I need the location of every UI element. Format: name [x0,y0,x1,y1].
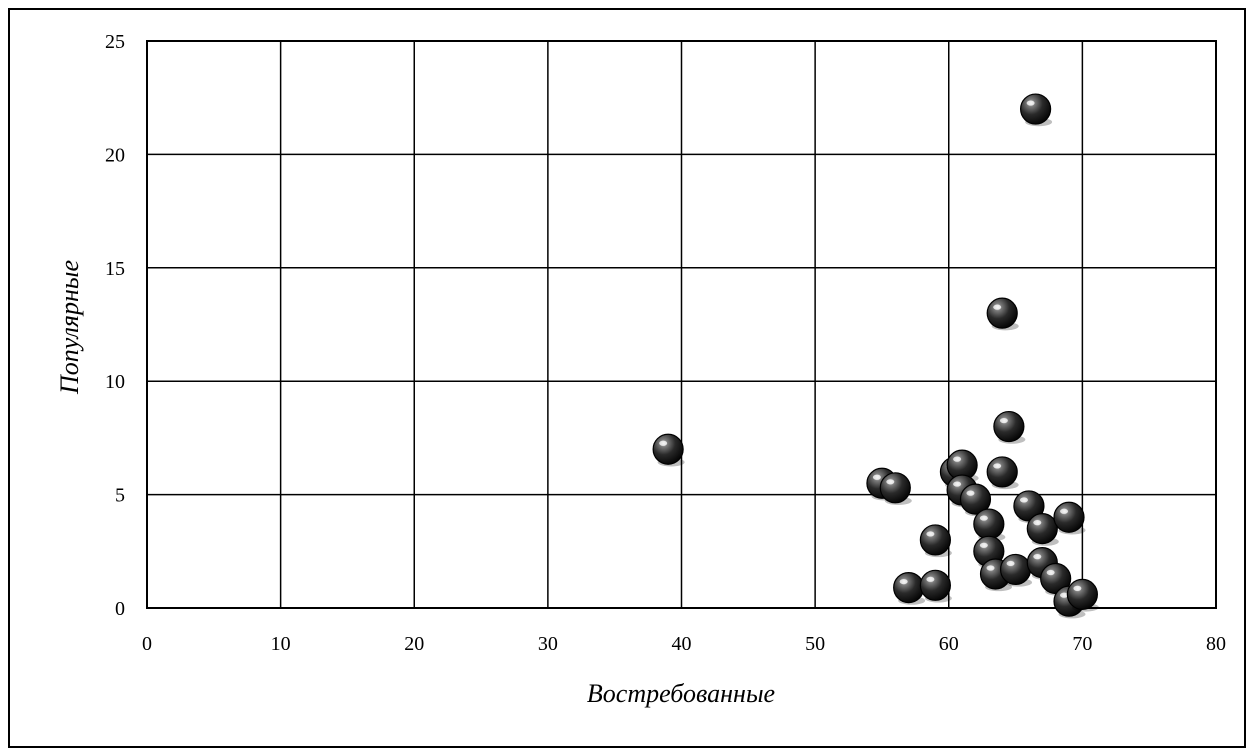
point-highlight [1046,569,1055,576]
data-points [652,93,1099,619]
point-marker [1020,93,1052,125]
point-highlight [979,542,988,548]
point-highlight [872,474,881,480]
plot-area-border [146,40,1217,609]
point-highlight [999,417,1008,424]
y-tick-label: 0 [115,598,125,620]
point-marker [986,297,1018,329]
scatter-point [993,410,1026,444]
scatter-point [879,472,912,505]
axes [146,40,1217,609]
point-highlight [1006,560,1015,567]
y-tick-label: 20 [105,144,125,166]
point-highlight [993,304,1002,310]
point-highlight [1060,508,1069,514]
point-marker [919,569,951,601]
y-tick-label: 10 [105,371,125,393]
scatter-point [986,456,1019,490]
y-tick-label: 15 [105,258,125,280]
x-tick-label: 40 [672,633,692,655]
point-highlight [926,531,935,537]
scatter-point [1053,501,1086,535]
point-highlight [953,456,962,462]
scatter-point [999,553,1033,587]
point-highlight [1033,554,1042,560]
point-highlight [986,565,995,571]
point-highlight [1026,100,1035,106]
scatter-point [1066,578,1099,612]
x-tick-label: 10 [271,633,291,655]
scatter-point [919,524,952,558]
point-marker [1026,513,1058,545]
y-tick-label: 5 [115,485,125,507]
x-tick-label: 20 [404,633,424,655]
point-marker [652,433,684,465]
y-tick-label: 25 [105,31,125,53]
point-highlight [979,515,988,521]
point-marker [999,553,1032,586]
x-tick-label: 80 [1206,633,1226,655]
point-marker [1053,501,1085,533]
point-highlight [659,440,668,446]
point-highlight [886,479,895,485]
chart-frame [8,8,1246,748]
point-marker [986,456,1018,488]
scatter-point [1026,513,1059,546]
x-tick-label: 50 [805,633,825,655]
point-marker [893,571,925,604]
x-tick-label: 70 [1072,633,1092,655]
x-tick-label: 0 [142,633,152,655]
scatter-point [652,433,685,467]
point-highlight [899,578,908,585]
y-axis-title: Популярные [55,260,84,395]
scatter-point [893,571,926,605]
tick-labels: 0 10 20 30 40 50 60 70 80 0 5 10 15 20 25 [105,31,1226,655]
point-marker [919,524,951,556]
scatter-point [986,297,1019,331]
point-highlight [1033,520,1042,526]
point-highlight [1019,497,1028,503]
x-axis-title: Востребованные [587,679,775,708]
point-highlight [953,481,962,487]
scatter-point [919,569,952,603]
scatter-point [1020,93,1053,127]
point-highlight [926,576,935,582]
point-marker [973,508,1005,540]
x-tick-label: 60 [939,633,959,655]
point-highlight [966,490,975,496]
point-marker [879,472,911,504]
point-marker [1066,578,1098,610]
point-highlight [993,463,1002,469]
point-highlight [1073,585,1082,591]
x-tick-label: 30 [538,633,558,655]
point-highlight [1060,592,1069,598]
point-marker [993,410,1025,443]
